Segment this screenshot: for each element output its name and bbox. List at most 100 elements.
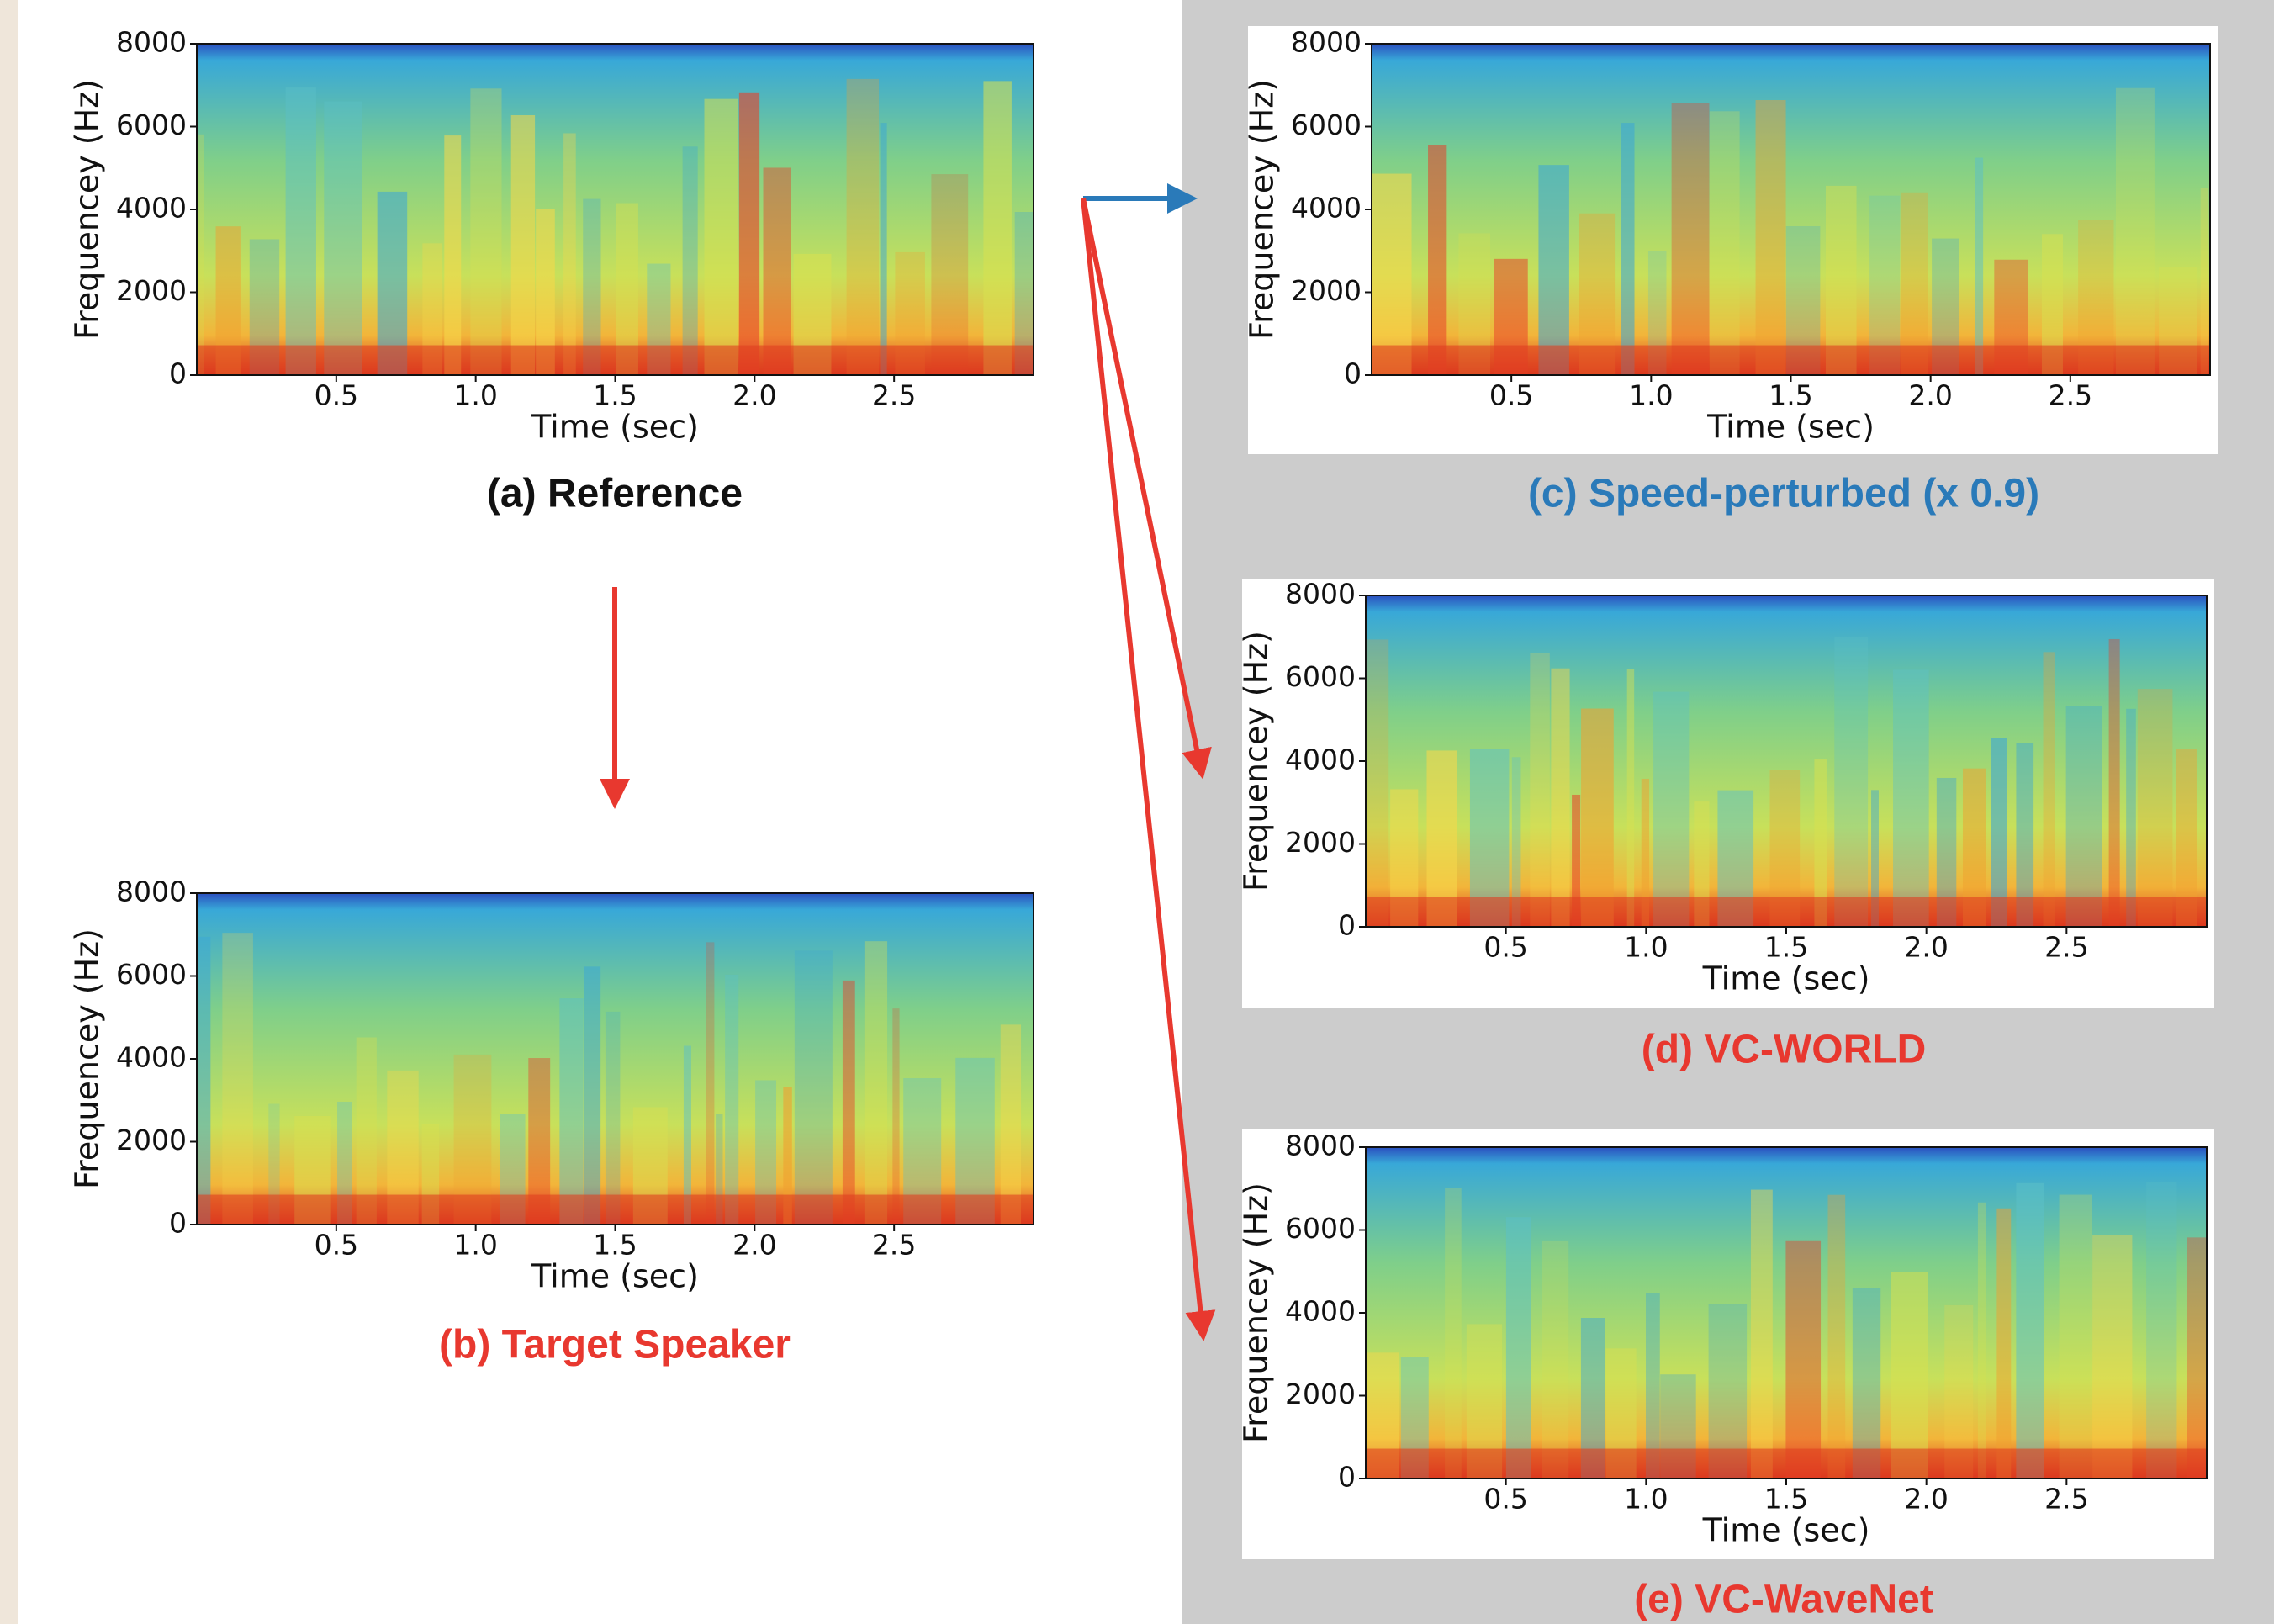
arrow bbox=[1081, 198, 1212, 780]
x-tick-label: 2.5 bbox=[2049, 379, 2092, 412]
spectrogram-texture bbox=[1626, 669, 1635, 927]
y-tick-label: 2000 bbox=[1285, 826, 1356, 859]
x-tick-label: 1.5 bbox=[1764, 931, 1808, 964]
x-tick-label: 2.5 bbox=[2044, 1483, 2088, 1516]
spectrogram-texture bbox=[377, 191, 408, 375]
y-axis-label: Frequencey (Hz) bbox=[1238, 631, 1275, 891]
y-tick-label: 0 bbox=[1338, 1461, 1356, 1494]
spectrogram-texture bbox=[559, 998, 584, 1225]
spectrogram-lowband bbox=[1372, 345, 2210, 375]
spectrogram-image bbox=[1366, 1147, 2207, 1479]
spectrogram-panel: 0 2000 4000 6000 8000 0.5 1.0 1.5 2.0 2.5 Time (se… bbox=[1238, 1129, 2214, 1622]
spectrogram-texture bbox=[1646, 1293, 1660, 1479]
spectrogram-image bbox=[197, 44, 1034, 375]
spectrogram-texture bbox=[584, 966, 601, 1225]
x-tick-label: 1.0 bbox=[453, 1229, 497, 1262]
y-tick-label: 8000 bbox=[116, 26, 187, 59]
spectrogram-texture bbox=[783, 1087, 792, 1225]
x-tick-label: 0.5 bbox=[1483, 1483, 1527, 1516]
x-tick-label: 2.0 bbox=[1908, 379, 1952, 412]
x-tick-label: 2.0 bbox=[1904, 1483, 1948, 1516]
y-tick-label: 8000 bbox=[116, 875, 187, 908]
caption: (b) Target Speaker bbox=[439, 1323, 791, 1367]
y-tick-label: 0 bbox=[1338, 909, 1356, 942]
x-axis-label: Time (sec) bbox=[1702, 1512, 1870, 1549]
spectrogram-texture bbox=[2146, 1182, 2177, 1479]
spectrogram-texture bbox=[931, 174, 969, 375]
x-axis-label: Time (sec) bbox=[531, 1258, 699, 1295]
spectrogram-texture bbox=[1996, 1208, 2012, 1479]
x-axis-label: Time (sec) bbox=[1702, 960, 1870, 997]
spectrogram-texture bbox=[1891, 1272, 1928, 1479]
spectrogram-texture bbox=[2126, 708, 2136, 927]
spectrogram-texture bbox=[842, 980, 855, 1225]
spectrogram-texture bbox=[683, 1045, 691, 1225]
spectrogram-texture bbox=[983, 81, 1012, 375]
y-tick-label: 8000 bbox=[1285, 1129, 1356, 1162]
spectrogram-texture bbox=[1530, 653, 1550, 927]
spectrogram-texture bbox=[2115, 87, 2155, 376]
spectrogram-texture bbox=[1694, 801, 1710, 927]
spectrogram-texture bbox=[583, 198, 601, 375]
y-tick-label: 2000 bbox=[116, 274, 187, 307]
spectrogram-texture bbox=[1366, 639, 1389, 927]
x-tick-label: 2.5 bbox=[872, 1229, 916, 1262]
spectrogram-texture bbox=[1893, 669, 1929, 927]
spectrogram-texture bbox=[1621, 123, 1635, 375]
spectrogram-texture bbox=[2016, 1182, 2044, 1479]
spectrogram-texture bbox=[1511, 757, 1521, 927]
spectrogram-texture bbox=[285, 87, 316, 375]
spectrogram-texture bbox=[1755, 100, 1786, 375]
spectrogram-texture bbox=[794, 950, 833, 1225]
spectrogram-texture bbox=[1538, 165, 1569, 375]
spectrogram-texture bbox=[605, 1011, 621, 1225]
spectrogram-texture bbox=[356, 1037, 377, 1225]
spectrogram-texture bbox=[563, 133, 576, 375]
x-axis-label: Time (sec) bbox=[531, 409, 699, 446]
spectrogram-texture bbox=[197, 936, 211, 1225]
spectrogram-texture bbox=[1977, 1202, 1986, 1479]
spectrogram-texture bbox=[864, 941, 888, 1225]
spectrogram-panel: 0 2000 4000 6000 8000 0.5 1.0 1.5 2.0 2.5 Time (se… bbox=[69, 875, 1034, 1367]
arrows bbox=[600, 183, 1216, 1341]
spectrogram-texture bbox=[1825, 185, 1857, 375]
spectrogram-lowband bbox=[197, 345, 1034, 375]
spectrogram-texture bbox=[880, 123, 887, 375]
spectrogram-texture bbox=[1871, 790, 1879, 927]
spectrogram-texture bbox=[1000, 1024, 1022, 1225]
spectrogram-texture bbox=[470, 88, 502, 376]
spectrogram-texture bbox=[1372, 173, 1412, 375]
spectrogram-texture bbox=[2108, 638, 2120, 927]
spectrogram-texture bbox=[1834, 637, 1869, 927]
caption: (d) VC-WORLD bbox=[1642, 1028, 1927, 1072]
spectrogram-texture bbox=[716, 1114, 723, 1225]
spectrogram-texture bbox=[422, 243, 442, 375]
spectrogram-texture bbox=[763, 167, 791, 375]
spectrogram-texture bbox=[1785, 1240, 1822, 1479]
x-tick-label: 0.5 bbox=[1489, 379, 1533, 412]
spectrogram-texture bbox=[1572, 794, 1581, 927]
spectrogram-texture bbox=[1852, 1288, 1881, 1479]
y-tick-label: 0 bbox=[169, 357, 187, 390]
spectrogram-texture bbox=[222, 933, 253, 1225]
spectrogram-texture bbox=[1445, 1188, 1462, 1479]
spectrogram-panel: 0 2000 4000 6000 8000 0.5 1.0 1.5 2.0 2.5 Time (se… bbox=[1244, 26, 2218, 516]
y-tick-label: 6000 bbox=[116, 108, 187, 141]
spectrogram-lowband bbox=[1366, 897, 2207, 927]
y-tick-label: 4000 bbox=[1291, 192, 1362, 225]
caption: (a) Reference bbox=[487, 472, 743, 516]
spectrogram-texture bbox=[1671, 103, 1710, 375]
spectrogram-texture bbox=[1975, 157, 1984, 375]
spectrogram-texture bbox=[1542, 1240, 1569, 1479]
spectrogram-texture bbox=[725, 974, 739, 1225]
spectrogram-texture bbox=[1551, 668, 1570, 927]
spectrogram-texture bbox=[2043, 652, 2055, 927]
x-tick-label: 2.5 bbox=[872, 379, 916, 412]
spectrogram-lowband bbox=[197, 1194, 1034, 1225]
spectrogram-lowband bbox=[1366, 1448, 2207, 1479]
spectrogram-texture bbox=[1709, 111, 1740, 375]
y-tick-label: 2000 bbox=[1291, 274, 1362, 307]
spectrogram-texture bbox=[1581, 708, 1614, 927]
spectrogram-texture bbox=[1505, 1217, 1531, 1479]
spectrogram-texture bbox=[444, 135, 462, 375]
